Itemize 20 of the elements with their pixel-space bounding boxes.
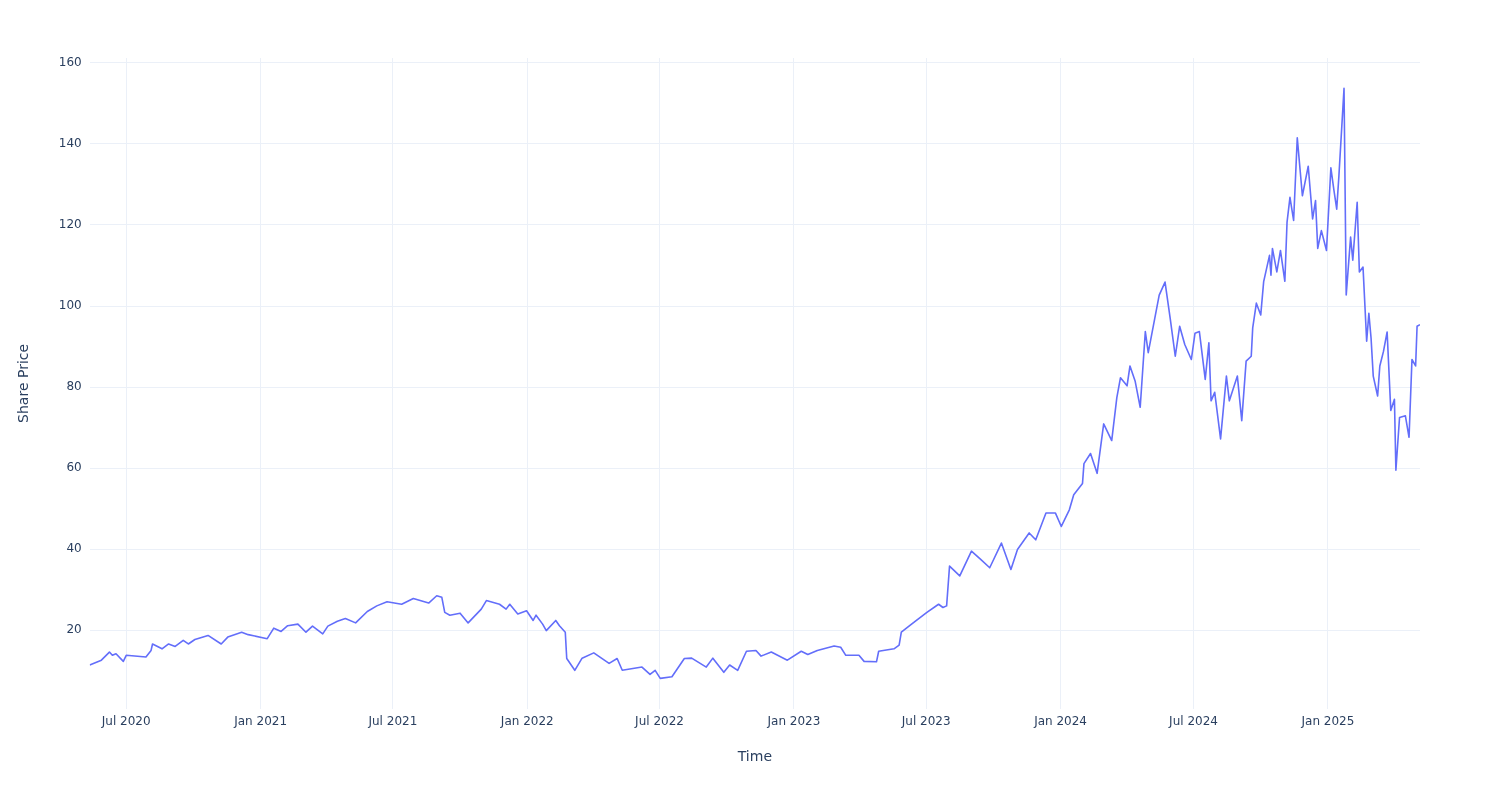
- y-tick-label: 100: [58, 298, 82, 313]
- x-tick-label: Jul 2022: [634, 714, 684, 729]
- x-tick-label: Jan 2025: [1300, 714, 1355, 729]
- x-tick-label: Jul 2023: [900, 714, 951, 729]
- x-tick-label: Jan 2022: [499, 714, 554, 729]
- y-tick-label: 20: [66, 622, 82, 637]
- x-tick-label: Jul 2020: [100, 714, 151, 729]
- y-tick-label: 120: [58, 217, 82, 232]
- x-tick-label: Jan 2021: [233, 714, 288, 729]
- x-tick-label: Jul 2024: [1168, 714, 1218, 729]
- x-axis-title: Time: [736, 748, 772, 765]
- x-tick-label: Jan 2024: [1033, 714, 1088, 729]
- y-tick-label: 160: [58, 54, 82, 69]
- y-tick-label: 40: [66, 541, 82, 556]
- x-tick-label: Jul 2021: [367, 714, 418, 729]
- y-tick-label: 60: [66, 460, 82, 475]
- x-tick-label: Jan 2023: [766, 714, 821, 729]
- y-tick-label: 80: [66, 379, 82, 394]
- y-tick-label: 140: [58, 136, 82, 151]
- y-axis-title: Share Price: [15, 343, 32, 423]
